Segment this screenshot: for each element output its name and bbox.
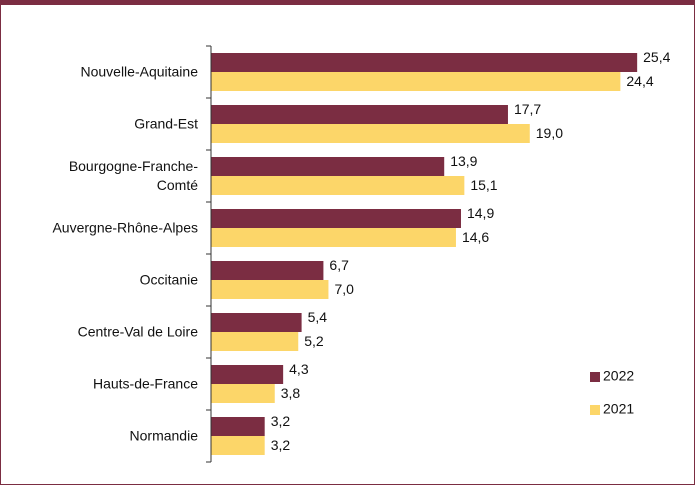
- category-label: Centre-Val de Loire: [77, 323, 198, 340]
- bar: [211, 124, 530, 143]
- category-label: Grand-Est: [134, 115, 198, 132]
- bar: [211, 280, 329, 299]
- category-label: Occitanie: [139, 271, 198, 288]
- value-label: 3,8: [281, 385, 301, 401]
- value-label: 14,9: [467, 205, 494, 221]
- category-label: Hauts-de-France: [92, 375, 198, 392]
- bar: [211, 228, 456, 247]
- bar: [211, 176, 465, 195]
- value-label: 3,2: [271, 437, 291, 453]
- value-label: 7,0: [334, 281, 354, 297]
- legend-swatch: [590, 405, 600, 415]
- category-label: Normandie: [129, 427, 198, 444]
- bar: [211, 417, 265, 436]
- value-label: 14,6: [462, 229, 489, 245]
- value-label: 4,3: [289, 361, 309, 377]
- bar: [211, 105, 508, 124]
- category-label: Auvergne-Rhône-Alpes: [52, 219, 198, 236]
- value-label: 5,2: [304, 333, 324, 349]
- bar: [211, 157, 445, 176]
- bar: [211, 436, 265, 455]
- value-label: 6,7: [329, 257, 349, 273]
- bar: [211, 365, 284, 384]
- value-label: 13,9: [450, 153, 477, 169]
- legend-label: 2022: [603, 368, 634, 384]
- top-band: [0, 0, 695, 5]
- category-label: Nouvelle-Aquitaine: [80, 63, 198, 80]
- bar: [211, 313, 302, 332]
- legend-label: 2021: [603, 401, 634, 417]
- value-label: 3,2: [271, 413, 291, 429]
- category-label: Bourgogne-Franche-Comté: [68, 158, 198, 193]
- value-label: 24,4: [626, 73, 653, 89]
- bar: [211, 332, 299, 351]
- bar: [211, 53, 638, 72]
- value-label: 5,4: [308, 309, 328, 325]
- value-label: 17,7: [514, 101, 541, 117]
- value-label: 15,1: [470, 177, 497, 193]
- bar: [211, 72, 621, 91]
- legend-swatch: [590, 372, 600, 382]
- bar: [211, 209, 461, 228]
- bar: [211, 261, 324, 280]
- bar: [211, 384, 275, 403]
- value-label: 19,0: [536, 125, 563, 141]
- value-label: 25,4: [643, 49, 670, 65]
